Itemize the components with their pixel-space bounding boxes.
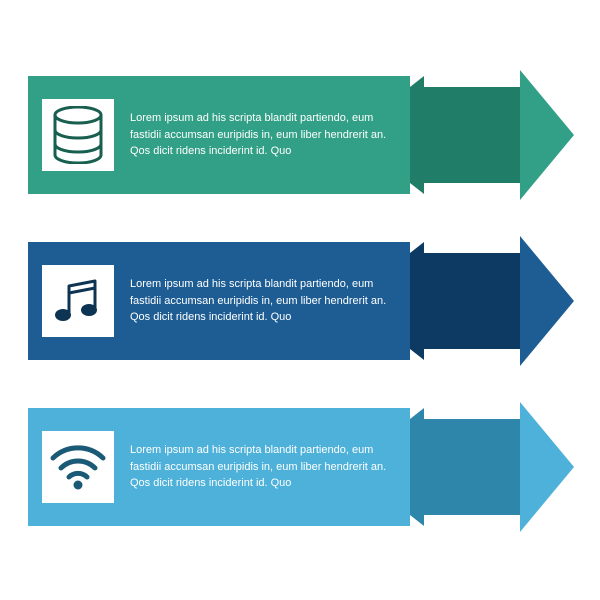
arrow-head bbox=[520, 402, 574, 532]
arrow-row-1: Lorem ipsum ad his scripta blandit parti… bbox=[28, 76, 572, 194]
arrow-shaft bbox=[410, 87, 520, 183]
arrow-text: Lorem ipsum ad his scripta blandit parti… bbox=[130, 110, 410, 160]
arrow-shaft bbox=[410, 253, 520, 349]
arrow-row-2: Lorem ipsum ad his scripta blandit parti… bbox=[28, 242, 572, 360]
arrow-head bbox=[520, 70, 574, 200]
arrow-head bbox=[520, 236, 574, 366]
arrow-row-3: Lorem ipsum ad his scripta blandit parti… bbox=[28, 408, 572, 526]
fold-top bbox=[410, 242, 424, 253]
fold-bot bbox=[410, 349, 424, 360]
fold-top bbox=[410, 408, 424, 419]
wifi-icon bbox=[42, 431, 114, 503]
arrow-body: Lorem ipsum ad his scripta blandit parti… bbox=[28, 242, 410, 360]
music-icon bbox=[42, 265, 114, 337]
database-icon bbox=[42, 99, 114, 171]
fold-bot bbox=[410, 515, 424, 526]
arrow-body: Lorem ipsum ad his scripta blandit parti… bbox=[28, 408, 410, 526]
fold-top bbox=[410, 76, 424, 87]
arrow-shaft bbox=[410, 419, 520, 515]
arrow-text: Lorem ipsum ad his scripta blandit parti… bbox=[130, 442, 410, 492]
fold-bot bbox=[410, 183, 424, 194]
arrow-text: Lorem ipsum ad his scripta blandit parti… bbox=[130, 276, 410, 326]
arrow-body: Lorem ipsum ad his scripta blandit parti… bbox=[28, 76, 410, 194]
